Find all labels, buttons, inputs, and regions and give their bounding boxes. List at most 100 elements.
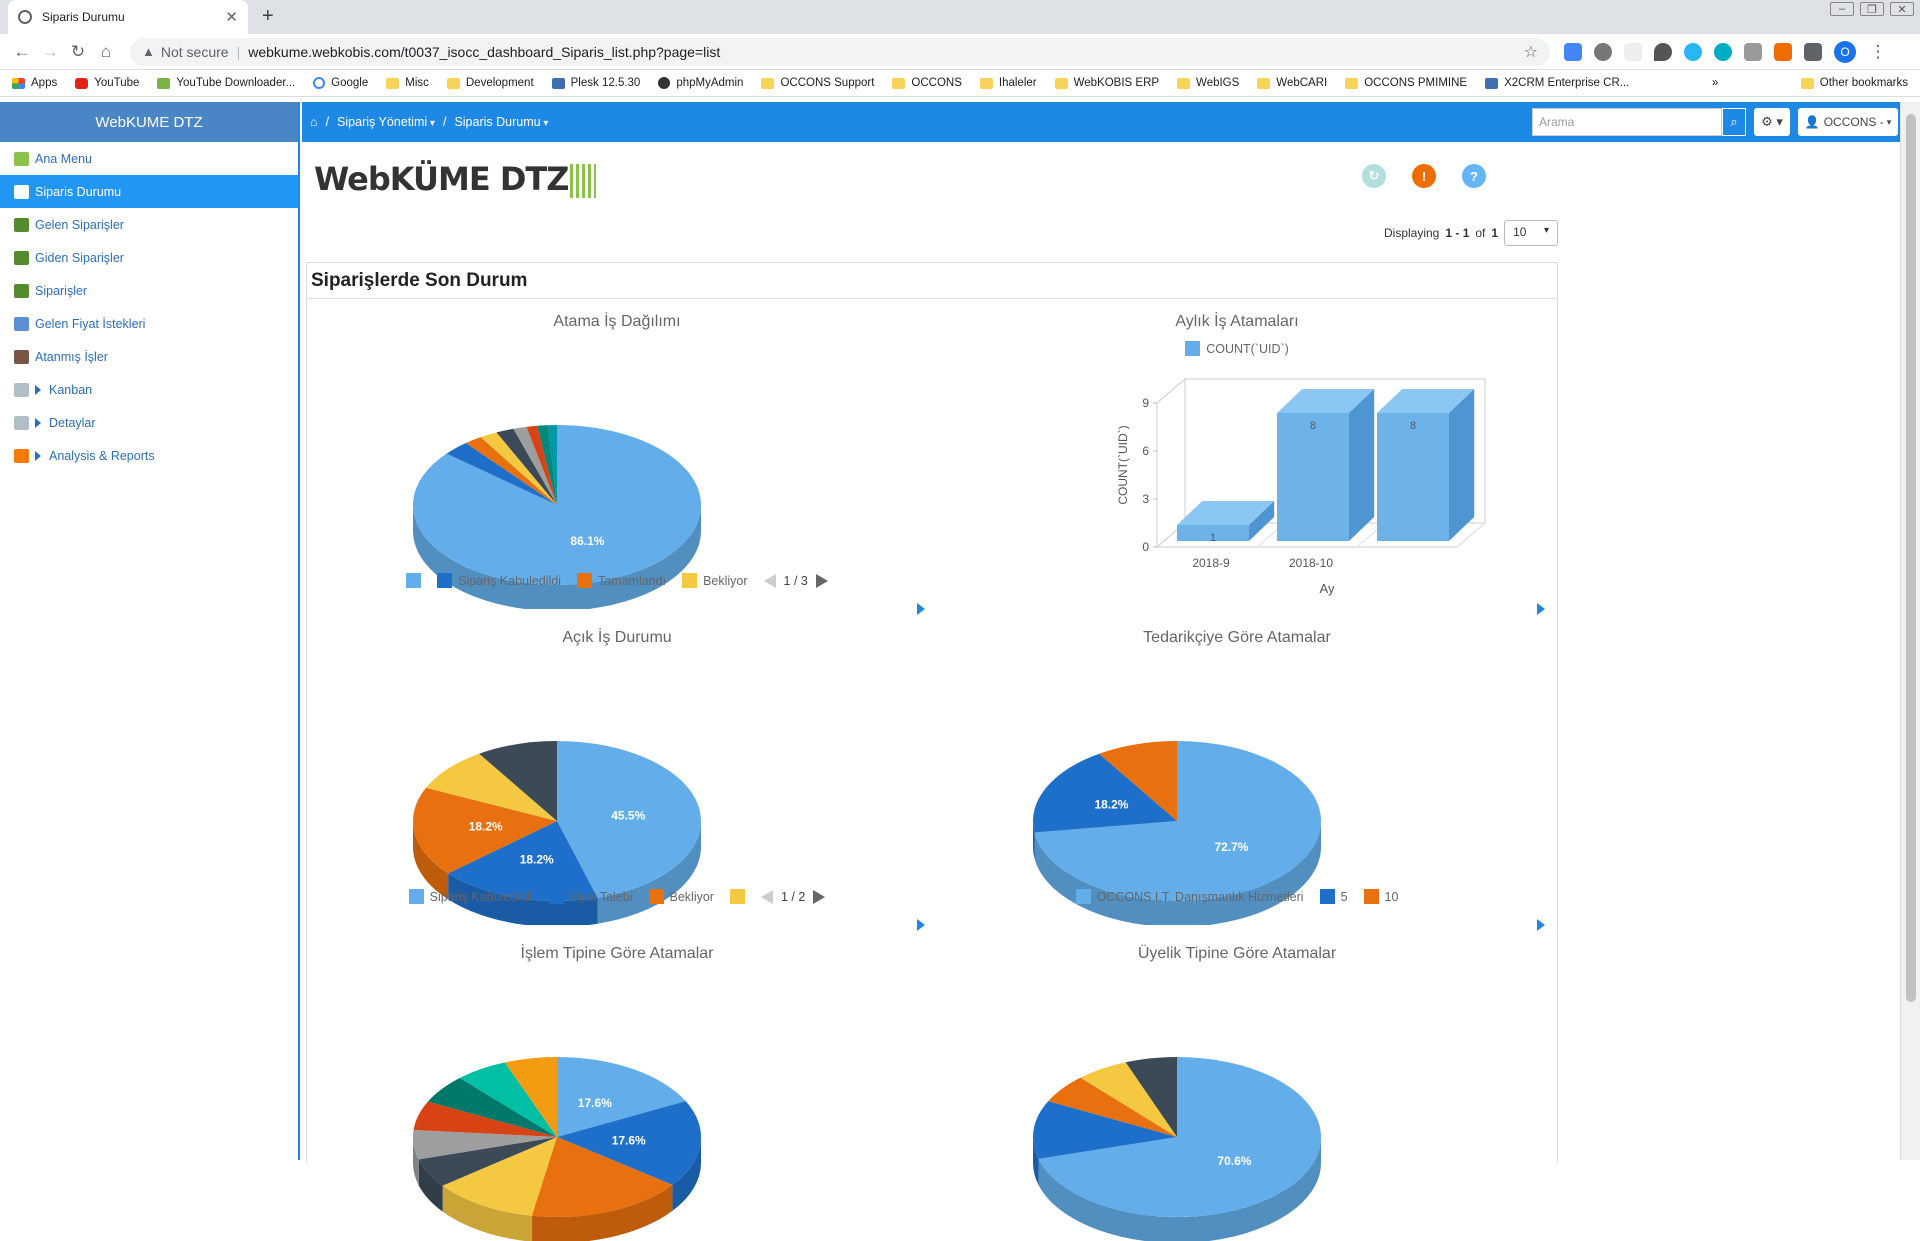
expand-caret-icon[interactable] xyxy=(35,417,41,428)
sidebar-item-gelen-fiyat-i-stekleri[interactable]: Gelen Fiyat İstekleri xyxy=(0,307,298,340)
close-tab-icon[interactable]: ✕ xyxy=(225,9,238,26)
wiki-icon[interactable] xyxy=(1624,42,1642,61)
bookmark-google[interactable]: Google xyxy=(313,77,368,89)
bookmarks-overflow[interactable]: » xyxy=(1711,77,1719,89)
pie-slice[interactable] xyxy=(448,821,598,901)
bookmark-occons-support[interactable]: OCCONS Support xyxy=(761,77,874,89)
legend-item[interactable]: COUNT(`UID`) xyxy=(1185,341,1289,356)
bar[interactable] xyxy=(1277,389,1375,541)
legend-prev-icon[interactable] xyxy=(760,889,773,904)
chart-expand-arrow-icon[interactable] xyxy=(1537,603,1545,615)
pie-slice[interactable] xyxy=(557,1057,686,1137)
legend-item[interactable]: Bekliyor xyxy=(682,573,748,588)
html-icon[interactable] xyxy=(1744,42,1762,61)
legend-item[interactable]: Bekliyor xyxy=(648,889,714,904)
sidebar-item-analysis-reports[interactable]: Analysis & Reports xyxy=(0,439,298,472)
infinity-icon[interactable] xyxy=(1684,42,1702,61)
recycle-icon[interactable] xyxy=(1594,42,1612,61)
translate-icon[interactable] xyxy=(1564,42,1582,61)
pie-slice[interactable] xyxy=(413,787,557,874)
chart-expand-arrow-icon[interactable] xyxy=(917,919,925,931)
chart-expand-arrow-icon[interactable] xyxy=(917,603,925,615)
pie-slice[interactable] xyxy=(1034,741,1321,901)
reload-icon[interactable]: ↻ xyxy=(70,41,86,61)
bookmark-other[interactable]: Other bookmarks xyxy=(1800,77,1908,89)
pie-slice[interactable] xyxy=(496,428,557,505)
expand-caret-icon[interactable] xyxy=(35,384,41,395)
expand-caret-icon[interactable] xyxy=(35,450,41,461)
pie-slice[interactable] xyxy=(480,432,557,505)
browser-tab[interactable]: Siparis Durumu ✕ xyxy=(8,0,248,34)
pie-slice[interactable] xyxy=(504,1057,557,1137)
sidebar-item-siparis-durumu[interactable]: Siparis Durumu xyxy=(0,175,298,208)
help-icon[interactable]: ? xyxy=(1462,164,1486,188)
profile-avatar[interactable]: O xyxy=(1834,40,1856,63)
legend-prev-icon[interactable] xyxy=(763,573,776,588)
pie-slice[interactable] xyxy=(413,1101,557,1137)
bookmark-development[interactable]: Development xyxy=(446,77,534,89)
pie-slice[interactable] xyxy=(547,425,557,505)
bookmark-webkobis-erp[interactable]: WebKOBIS ERP xyxy=(1054,77,1159,89)
sidebar-item-gelen-sipari-ler[interactable]: Gelen Siparişler xyxy=(0,208,298,241)
legend-item[interactable]: Sipariş Kabuledildi xyxy=(408,889,533,904)
close-window-button[interactable]: ✕ xyxy=(1890,2,1914,16)
scrollbar-thumb[interactable] xyxy=(1906,114,1916,1002)
user-menu-button[interactable]: 👤 OCCONS - ▾ xyxy=(1798,108,1898,136)
ext-orange-icon[interactable] xyxy=(1774,42,1792,61)
legend-item[interactable] xyxy=(729,889,745,904)
sidebar-item-detaylar[interactable]: Detaylar xyxy=(0,406,298,439)
new-tab-button[interactable]: + xyxy=(262,5,274,27)
bookmark-youtube-downloader[interactable]: YouTube Downloader... xyxy=(157,77,295,89)
pie-slice[interactable] xyxy=(465,437,557,505)
bookmark-phpmyadmin[interactable]: phpMyAdmin xyxy=(658,77,743,89)
sidebar-brand[interactable]: WebKUME DTZ xyxy=(0,102,298,142)
bookmark-ihaleler[interactable]: Ihaleler xyxy=(979,77,1037,89)
refresh-icon[interactable]: ↻ xyxy=(1362,164,1386,188)
sidebar-item-ana-menu[interactable]: Ana Menu xyxy=(0,142,298,175)
pie-slice[interactable] xyxy=(1125,1057,1177,1137)
pie-slice[interactable] xyxy=(513,426,557,505)
bookmark-star-icon[interactable]: ☆ xyxy=(1523,43,1538,61)
breadcrumb-siparis-yonetimi[interactable]: Sipariş Yönetimi xyxy=(337,115,435,129)
sidebar-item-kanban[interactable]: Kanban xyxy=(0,373,298,406)
pie-slice[interactable] xyxy=(413,1129,557,1160)
home-icon[interactable]: ⌂ xyxy=(310,115,318,129)
sidebar-item-sipari-ler[interactable]: Siparişler xyxy=(0,274,298,307)
restore-button[interactable]: ❐ xyxy=(1860,2,1884,16)
settings-button[interactable]: ⚙ ▾ xyxy=(1754,108,1790,136)
legend-next-icon[interactable] xyxy=(813,889,826,904)
minimize-button[interactable]: – xyxy=(1830,2,1854,16)
sidebar-item-atanm-i-ler[interactable]: Atanmış İşler xyxy=(0,340,298,373)
pie-slice[interactable] xyxy=(1099,741,1177,821)
pin-icon[interactable] xyxy=(1654,42,1672,61)
bookmark-apps[interactable]: Apps xyxy=(12,77,57,89)
pie-slice[interactable] xyxy=(1080,1062,1177,1137)
legend-item[interactable]: 5 xyxy=(1319,889,1348,904)
back-icon[interactable]: ← xyxy=(13,41,31,61)
bookmark-plesk[interactable]: Plesk 12.5.30 xyxy=(551,77,640,89)
page-scrollbar[interactable] xyxy=(1900,102,1920,1160)
search-button[interactable]: ⌕ xyxy=(1722,108,1746,136)
sidebar-item-giden-sipari-ler[interactable]: Giden Siparişler xyxy=(0,241,298,274)
legend-item[interactable]: 10 xyxy=(1363,889,1398,904)
home-icon[interactable]: ⌂ xyxy=(100,41,112,61)
address-bar[interactable]: ▲ Not secure | webkume.webkobis.com/t003… xyxy=(130,37,1550,66)
bookmark-x2crm[interactable]: X2CRM Enterprise CR... xyxy=(1485,77,1629,89)
forward-icon[interactable]: → xyxy=(41,41,59,61)
pie-slice[interactable] xyxy=(446,443,557,505)
puzzle-icon[interactable] xyxy=(1804,42,1822,61)
pie-slice[interactable] xyxy=(459,1062,557,1137)
bookmark-misc[interactable]: Misc xyxy=(386,77,429,89)
bar[interactable] xyxy=(1177,501,1275,541)
bookmark-occons-pmimine[interactable]: OCCONS PMIMINE xyxy=(1345,77,1467,89)
legend-next-icon[interactable] xyxy=(815,573,828,588)
pie-slice[interactable] xyxy=(557,741,701,898)
legend-item[interactable]: Tamamlandı xyxy=(576,573,666,588)
legend-item[interactable]: Sipariş Kabuledildi xyxy=(437,573,561,588)
menu-dots-icon[interactable]: ⋮ xyxy=(1869,41,1887,61)
per-page-select[interactable]: 10 ▾ xyxy=(1504,220,1559,246)
pie-slice[interactable] xyxy=(479,741,557,821)
vpn-icon[interactable] xyxy=(1714,42,1732,61)
chart-expand-arrow-icon[interactable] xyxy=(1537,919,1545,931)
breadcrumb-siparis-durumu[interactable]: Siparis Durumu xyxy=(454,115,548,129)
